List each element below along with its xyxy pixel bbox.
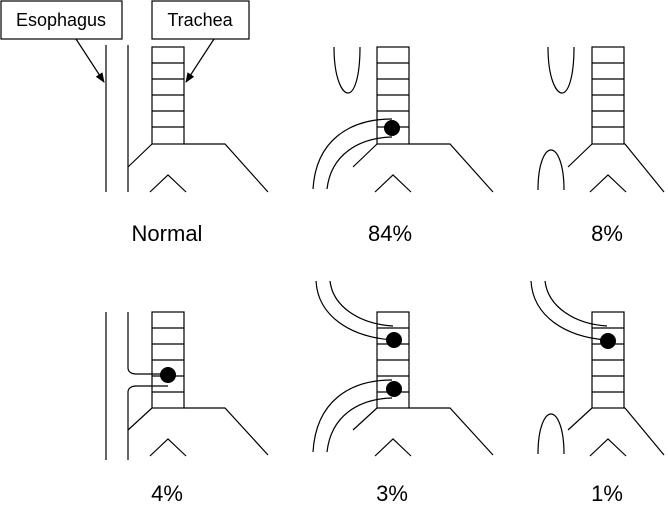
trachea: [127, 311, 269, 457]
fistula-connection-dot: [384, 120, 400, 136]
panel-8-percent: 8%: [537, 46, 665, 246]
esophagus-label: Esophagus: [16, 10, 106, 30]
esophagus-wall-right-upper: [127, 312, 168, 375]
lower-fistula-dot: [386, 381, 402, 397]
trachea: [567, 311, 665, 457]
upper-fistula-outer-wall: [315, 280, 394, 341]
fistula-outer-wall: [312, 118, 393, 190]
fistula-inner-wall: [326, 136, 393, 190]
panel-1-percent: 1%: [530, 280, 665, 506]
esophagus-wall-right-lower: [127, 385, 168, 460]
esophageal-atresia-lower-pouch: [537, 413, 565, 455]
esophagus-pointer-arrow: [75, 38, 105, 83]
caption-1-percent: 1%: [591, 481, 623, 506]
trachea: [352, 46, 494, 193]
trachea: [127, 46, 269, 193]
lower-fistula-inner-wall: [326, 397, 393, 453]
trachea-pointer-arrow: [185, 38, 215, 83]
panel-3-percent: 3%: [312, 280, 494, 506]
fistula-inner-wall: [544, 280, 608, 327]
fistula-outer-wall: [530, 280, 608, 341]
caption-normal: Normal: [132, 221, 203, 246]
caption-4-percent: 4%: [151, 481, 183, 506]
trachea-label-box: Trachea: [151, 0, 250, 40]
upper-fistula-inner-wall: [329, 280, 394, 327]
caption-3-percent: 3%: [376, 481, 408, 506]
panel-4-percent: 4%: [105, 311, 269, 506]
trachea-label: Trachea: [167, 10, 233, 30]
caption-8-percent: 8%: [591, 221, 623, 246]
caption-84-percent: 84%: [368, 221, 412, 246]
esophageal-atresia-lower-pouch: [537, 149, 565, 191]
esophageal-atresia-upper-pouch: [333, 46, 361, 94]
panel-normal: Normal: [105, 45, 269, 246]
panel-84-percent: 84%: [312, 46, 494, 246]
esophagus-label-box: Esophagus: [0, 0, 123, 40]
upper-fistula-dot: [386, 332, 402, 348]
esophageal-atresia-upper-pouch: [547, 46, 575, 94]
lower-fistula-outer-wall: [312, 379, 393, 453]
fistula-connection-dot: [600, 333, 616, 349]
trachea: [352, 311, 494, 457]
trachea: [567, 46, 665, 193]
fistula-connection-dot: [160, 367, 176, 383]
